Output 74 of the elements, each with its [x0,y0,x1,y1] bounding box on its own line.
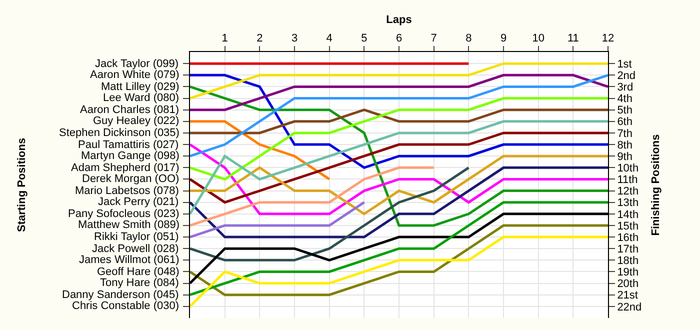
text: Rikki Taylor (051) [94,231,179,243]
x-tick-label: 5 [361,32,368,45]
text: Aaron White (079) [90,69,180,81]
text: Pany Sofocleous (023) [68,208,180,220]
x-tick-label: 2 [256,32,263,45]
text: Chris Constable (030) [72,300,179,312]
line-series [190,120,608,216]
line-series [190,166,436,227]
y-tick-label: 8th [617,139,632,152]
x-tick-label: 12 [602,32,614,45]
y-tick-label: 16th [617,232,639,244]
y-tick-label: 5th [617,104,632,117]
x-tick-label: 3 [291,32,298,45]
line-series [190,166,470,262]
text: Derek Morgan (OO) [82,173,180,185]
x-tick-label: 11 [567,32,579,45]
y-tick-label: 3rd [617,82,634,94]
y-tick-label: 13th [617,197,639,210]
y-tick-label: 17th [617,243,639,256]
text: Stephen Dickinson (035) [59,127,180,139]
line-series [190,62,608,100]
y-tick-label: 21st [617,290,638,302]
x-tick-label: 8 [466,32,472,45]
text: Jack Perry (021) [98,196,179,208]
y-tick-label: 9th [617,150,632,163]
line-series [190,97,608,180]
text: Aaron Charles (081) [80,104,180,116]
y-tick-label: 14th [617,208,639,221]
text: Danny Sanderson (045) [62,289,179,301]
line-series [190,166,608,238]
line-series [190,154,608,216]
text: Paul Tamattiris (027) [78,139,179,151]
x-tick-label: 10 [532,32,544,45]
line-series [190,132,608,204]
x-tick-label: 4 [326,32,332,45]
x-tick-label: 1 [222,32,228,45]
y-tick-label: 11th [617,174,638,186]
x-axis-title: Laps [386,14,412,26]
y-tick-label: 10th [617,162,639,174]
text: Matt Lilley (029) [101,81,180,93]
line-series [190,85,608,227]
y-tick-label: 19th [617,266,639,279]
text: Jack Taylor (099) [95,58,179,70]
text: James Willmot (061) [79,254,180,266]
text: Tony Hare (084) [100,277,179,289]
text: Martyn Gange (098) [81,150,180,162]
text: Jack Powell (028) [92,243,179,255]
line-series [190,120,331,180]
y-tick-label: 4th [617,93,632,106]
text: Matthew Smith (089) [78,219,180,231]
y-tick-label: 18th [617,255,639,268]
y-tick-label: 12th [617,186,639,198]
text: Starting Positions [16,138,28,232]
x-tick-label: 6 [396,32,402,45]
text: Guy Healey (022) [93,115,180,127]
line-series [190,201,608,296]
y-tick-label: 6th [617,116,632,128]
text: Lee Ward (080) [103,92,180,104]
line-series [190,224,608,296]
y-tick-label: 2nd [617,70,636,82]
y-tick-label: 22nd [617,301,642,314]
text: Mario Labetsos (078) [75,185,179,197]
y-tick-label: 1st [617,58,632,70]
line-series [190,236,608,308]
x-tick-label: 7 [430,32,437,45]
y-tick-label: 20th [617,278,639,290]
text: Adam Shepherd (017) [71,162,180,174]
y-tick-label: 15th [617,220,639,232]
line-series [190,74,608,112]
line-series [190,143,608,216]
text: Geoff Hare (048) [97,266,180,278]
y-axis-title: Finishing Positions [650,134,662,236]
x-tick-label: 9 [500,32,507,45]
y-tick-label: 7th [617,128,632,140]
